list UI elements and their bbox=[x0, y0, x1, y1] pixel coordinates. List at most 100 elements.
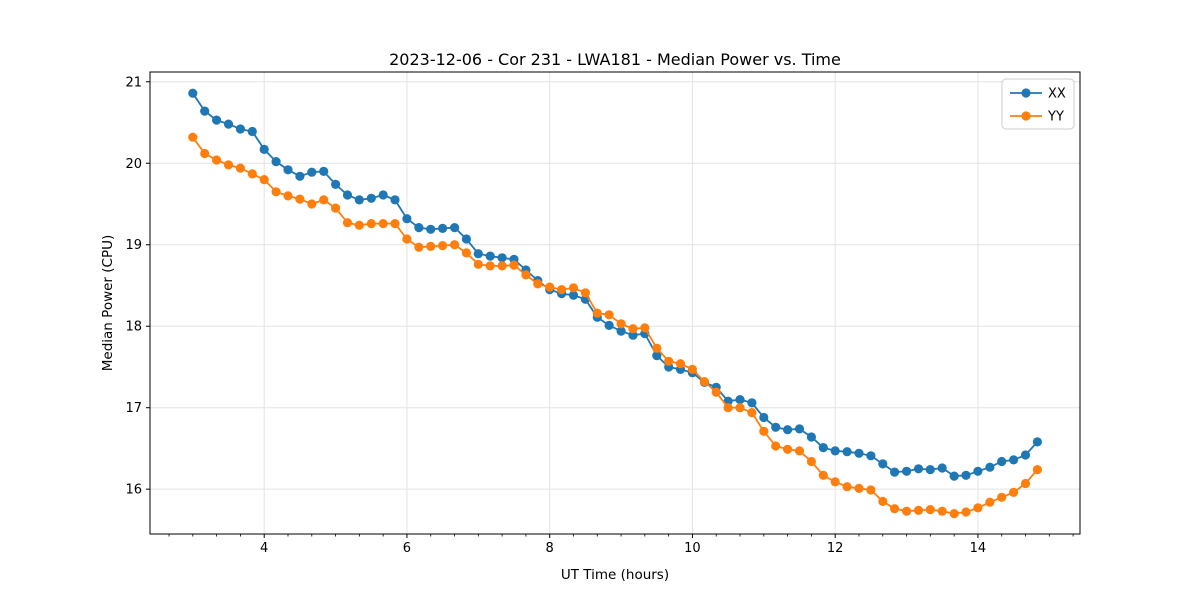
yy-data-point bbox=[890, 504, 900, 514]
y-tick-label: 21 bbox=[125, 75, 142, 90]
xx-data-point bbox=[342, 190, 353, 200]
y-tick-label: 20 bbox=[125, 157, 142, 172]
xx-data-point bbox=[771, 422, 781, 432]
yy-data-point bbox=[711, 387, 721, 397]
yy-data-point bbox=[616, 319, 626, 329]
yy-data-point bbox=[652, 343, 662, 353]
xx-data-point bbox=[842, 447, 852, 457]
yy-data-point bbox=[949, 508, 959, 519]
yy-data-point bbox=[794, 446, 805, 456]
yy-data-point bbox=[450, 240, 460, 250]
xx-data-point bbox=[735, 395, 745, 405]
xx-data-point bbox=[830, 446, 840, 456]
yy-data-point bbox=[283, 191, 293, 201]
yy-data-point bbox=[533, 279, 543, 289]
xx-data-point bbox=[426, 224, 436, 234]
xx-data-point bbox=[1032, 437, 1042, 447]
yy-data-point bbox=[568, 283, 579, 293]
x-tick-label: 10 bbox=[684, 541, 701, 556]
yy-data-point bbox=[985, 497, 995, 507]
yy-data-point bbox=[866, 485, 876, 495]
yy-data-point bbox=[223, 160, 234, 170]
series-layer bbox=[188, 88, 1042, 519]
yy-data-point bbox=[473, 259, 483, 269]
xx-data-point bbox=[925, 465, 935, 475]
yy-data-point bbox=[854, 483, 864, 493]
xx-data-point bbox=[402, 214, 412, 224]
xx-data-point bbox=[997, 456, 1007, 467]
yy-data-point bbox=[521, 270, 531, 280]
xx-data-point bbox=[652, 351, 662, 361]
xx-data-point bbox=[806, 432, 817, 442]
y-axis-label: Median Power (CPU) bbox=[100, 235, 116, 371]
plot-border bbox=[149, 71, 1081, 535]
yy-data-point bbox=[1032, 465, 1042, 475]
yy-data-point bbox=[783, 444, 793, 454]
axes-layer: 4 6 8 10 12 14 16 17 18 19 20 21 bbox=[125, 71, 1081, 556]
y-tick-label: 18 bbox=[125, 320, 142, 335]
xx-data-point bbox=[271, 157, 281, 167]
legend-entry-yy: YY bbox=[1010, 110, 1064, 125]
yy-data-point bbox=[818, 470, 828, 480]
xx-data-point bbox=[878, 459, 888, 469]
xx-data-point bbox=[473, 249, 483, 259]
grid-layer bbox=[150, 72, 1080, 534]
legend-entry-xx: XX bbox=[1010, 87, 1066, 102]
xx-data-point bbox=[783, 425, 793, 435]
yy-data-point bbox=[973, 503, 983, 513]
yy-data-point bbox=[664, 356, 674, 366]
yy-data-point bbox=[699, 377, 710, 387]
yy-data-point bbox=[1020, 478, 1031, 489]
yy-data-point bbox=[997, 492, 1007, 502]
yy-data-point bbox=[331, 203, 341, 213]
xx-data-point bbox=[616, 326, 626, 336]
xx-data-point bbox=[604, 320, 614, 330]
x-tick-label: 4 bbox=[260, 541, 268, 556]
xx-data-point bbox=[985, 462, 995, 472]
xx-data-point bbox=[485, 251, 495, 261]
xx-data-point bbox=[188, 88, 198, 98]
xx-data-point bbox=[497, 253, 507, 263]
yy-data-point bbox=[378, 219, 388, 229]
yy-data-point bbox=[687, 364, 698, 374]
y-tick-label: 16 bbox=[125, 483, 142, 498]
yy-data-point bbox=[366, 219, 376, 229]
xx-data-point bbox=[913, 464, 924, 474]
xx-data-point bbox=[283, 165, 293, 175]
xx-data-point bbox=[450, 223, 460, 233]
yy-data-point bbox=[545, 282, 555, 292]
yy-data-point bbox=[307, 199, 317, 209]
yy-data-point bbox=[806, 456, 817, 467]
x-tick-label: 14 bbox=[970, 541, 987, 556]
yy-data-point bbox=[735, 403, 745, 413]
xx-data-point bbox=[331, 179, 341, 189]
xx-data-point bbox=[854, 448, 864, 458]
xx-data-point bbox=[461, 234, 471, 244]
xx-data-point bbox=[973, 466, 983, 476]
yy-data-point bbox=[723, 403, 733, 413]
yy-data-point bbox=[247, 169, 257, 179]
xx-data-point bbox=[818, 443, 828, 453]
yy-data-point bbox=[925, 505, 935, 515]
yy-data-point bbox=[580, 288, 591, 298]
series-xx bbox=[188, 88, 1042, 481]
x-tick-label: 12 bbox=[827, 541, 844, 556]
xx-data-point bbox=[961, 470, 971, 480]
x-tick-label: 6 bbox=[403, 541, 411, 556]
xx-data-point bbox=[866, 451, 876, 461]
legend-label: YY bbox=[1047, 110, 1064, 125]
xx-data-point bbox=[438, 223, 448, 233]
xx-data-point bbox=[937, 463, 947, 473]
yy-data-point bbox=[402, 234, 412, 244]
xx-data-point bbox=[1020, 450, 1031, 460]
xx-data-point bbox=[378, 190, 388, 200]
xx-data-point bbox=[212, 115, 222, 125]
yy-data-point bbox=[212, 155, 222, 165]
xx-data-point bbox=[223, 119, 234, 129]
y-tick-label: 19 bbox=[125, 238, 142, 253]
yy-data-point bbox=[342, 218, 353, 228]
yy-data-point bbox=[188, 132, 198, 142]
xx-data-point bbox=[235, 124, 245, 134]
